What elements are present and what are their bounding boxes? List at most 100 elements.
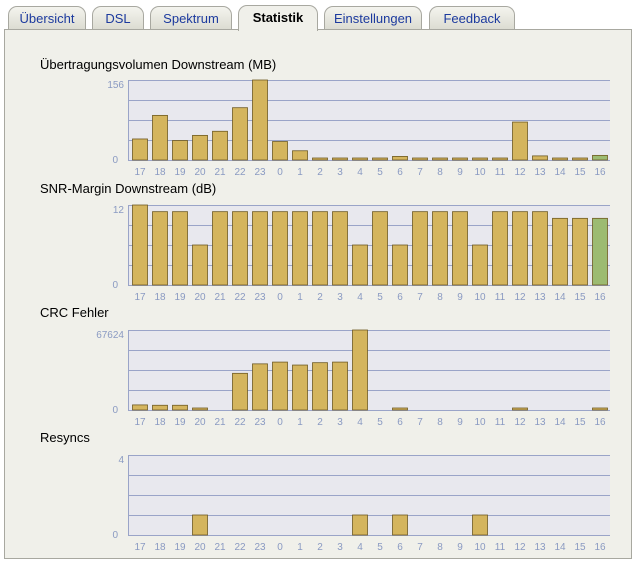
bar-19 bbox=[172, 140, 188, 161]
x-tick-label-16: 16 bbox=[594, 167, 606, 178]
x-tick-label-9: 9 bbox=[457, 292, 463, 303]
x-tick-label-4: 4 bbox=[357, 417, 363, 428]
bar-20 bbox=[192, 407, 208, 411]
bar-10 bbox=[472, 244, 488, 286]
x-tick-label-3: 3 bbox=[337, 292, 343, 303]
bar-7 bbox=[412, 211, 428, 286]
x-tick-label-6: 6 bbox=[397, 542, 403, 553]
x-tick-label-2: 2 bbox=[317, 167, 323, 178]
x-tick-label-14: 14 bbox=[554, 167, 566, 178]
x-tick-label-18: 18 bbox=[154, 292, 166, 303]
tab-uebersicht[interactable]: Übersicht bbox=[8, 6, 86, 29]
x-tick-label-16: 16 bbox=[594, 542, 606, 553]
bar-3 bbox=[332, 157, 348, 161]
bar-15 bbox=[572, 217, 588, 286]
x-tick-label-0: 0 bbox=[277, 167, 283, 178]
bar-18 bbox=[152, 404, 168, 411]
x-tick-label-3: 3 bbox=[337, 167, 343, 178]
bar-7 bbox=[412, 157, 428, 161]
bar-0 bbox=[272, 141, 288, 161]
chart-title-resyncs: Resyncs bbox=[40, 430, 90, 445]
x-tick-label-23: 23 bbox=[254, 167, 266, 178]
x-tick-label-19: 19 bbox=[174, 417, 186, 428]
x-tick-label-19: 19 bbox=[174, 542, 186, 553]
bar-3 bbox=[332, 211, 348, 286]
bar-17 bbox=[132, 404, 148, 411]
bar-4 bbox=[352, 514, 368, 536]
x-tick-label-6: 6 bbox=[397, 292, 403, 303]
tab-einstellungen[interactable]: Einstellungen bbox=[324, 6, 422, 29]
x-tick-label-4: 4 bbox=[357, 167, 363, 178]
x-tick-label-11: 11 bbox=[495, 167, 506, 178]
y-tick-label-max: 67624 bbox=[96, 330, 124, 341]
bar-8 bbox=[432, 157, 448, 161]
bar-5 bbox=[372, 211, 388, 286]
x-tick-label-15: 15 bbox=[574, 417, 586, 428]
x-tick-label-18: 18 bbox=[154, 542, 166, 553]
x-tick-label-4: 4 bbox=[357, 292, 363, 303]
x-tick-label-14: 14 bbox=[554, 542, 566, 553]
bar-2 bbox=[312, 362, 328, 411]
tab-spektrum[interactable]: Spektrum bbox=[150, 6, 232, 29]
bar-14 bbox=[552, 217, 568, 286]
chart-title-volume: Übertragungsvolumen Downstream (MB) bbox=[40, 57, 277, 72]
x-tick-label-12: 12 bbox=[514, 542, 526, 553]
x-tick-label-7: 7 bbox=[417, 292, 423, 303]
bar-21 bbox=[212, 130, 228, 161]
tab-statistik[interactable]: Statistik bbox=[238, 5, 318, 31]
x-tick-label-9: 9 bbox=[457, 542, 463, 553]
bar-22 bbox=[232, 211, 248, 286]
x-tick-label-10: 10 bbox=[474, 417, 486, 428]
bar-3 bbox=[332, 361, 348, 411]
x-tick-label-0: 0 bbox=[277, 542, 283, 553]
x-tick-label-1: 1 bbox=[297, 292, 303, 303]
x-tick-label-11: 11 bbox=[495, 417, 506, 428]
bar-23 bbox=[252, 79, 268, 161]
x-tick-label-11: 11 bbox=[495, 542, 506, 553]
x-tick-label-21: 21 bbox=[214, 417, 226, 428]
x-tick-label-21: 21 bbox=[214, 292, 226, 303]
x-tick-label-23: 23 bbox=[254, 417, 266, 428]
x-tick-label-14: 14 bbox=[554, 292, 566, 303]
x-tick-label-12: 12 bbox=[514, 167, 526, 178]
x-tick-label-7: 7 bbox=[417, 167, 423, 178]
bar-10 bbox=[472, 514, 488, 536]
bar-20 bbox=[192, 514, 208, 536]
x-tick-label-5: 5 bbox=[377, 292, 383, 303]
tab-dsl[interactable]: DSL bbox=[92, 6, 144, 29]
bar-23 bbox=[252, 211, 268, 286]
x-tick-label-5: 5 bbox=[377, 167, 383, 178]
x-tick-label-10: 10 bbox=[474, 542, 486, 553]
tab-feedback[interactable]: Feedback bbox=[429, 6, 515, 29]
bar-22 bbox=[232, 372, 248, 411]
x-tick-label-7: 7 bbox=[417, 542, 423, 553]
bar-16 bbox=[592, 407, 608, 411]
x-tick-label-15: 15 bbox=[574, 167, 586, 178]
x-tick-label-13: 13 bbox=[534, 292, 546, 303]
x-tick-label-2: 2 bbox=[317, 542, 323, 553]
x-tick-label-20: 20 bbox=[194, 542, 206, 553]
x-tick-label-6: 6 bbox=[397, 167, 403, 178]
bar-18 bbox=[152, 211, 168, 286]
x-tick-label-13: 13 bbox=[534, 542, 546, 553]
x-tick-label-18: 18 bbox=[154, 417, 166, 428]
bar-10 bbox=[472, 157, 488, 161]
bar-13 bbox=[532, 155, 548, 161]
x-tick-label-4: 4 bbox=[357, 542, 363, 553]
x-tick-label-10: 10 bbox=[474, 167, 486, 178]
bar-0 bbox=[272, 361, 288, 411]
bar-6 bbox=[392, 514, 408, 536]
x-tick-label-17: 17 bbox=[134, 167, 146, 178]
x-tick-label-7: 7 bbox=[417, 417, 423, 428]
bar-6 bbox=[392, 156, 408, 161]
bar-15 bbox=[572, 157, 588, 161]
x-tick-label-3: 3 bbox=[337, 542, 343, 553]
x-tick-label-12: 12 bbox=[514, 417, 526, 428]
x-tick-label-5: 5 bbox=[377, 417, 383, 428]
bar-2 bbox=[312, 157, 328, 161]
y-tick-label-max: 156 bbox=[107, 80, 124, 91]
bar-13 bbox=[532, 211, 548, 286]
